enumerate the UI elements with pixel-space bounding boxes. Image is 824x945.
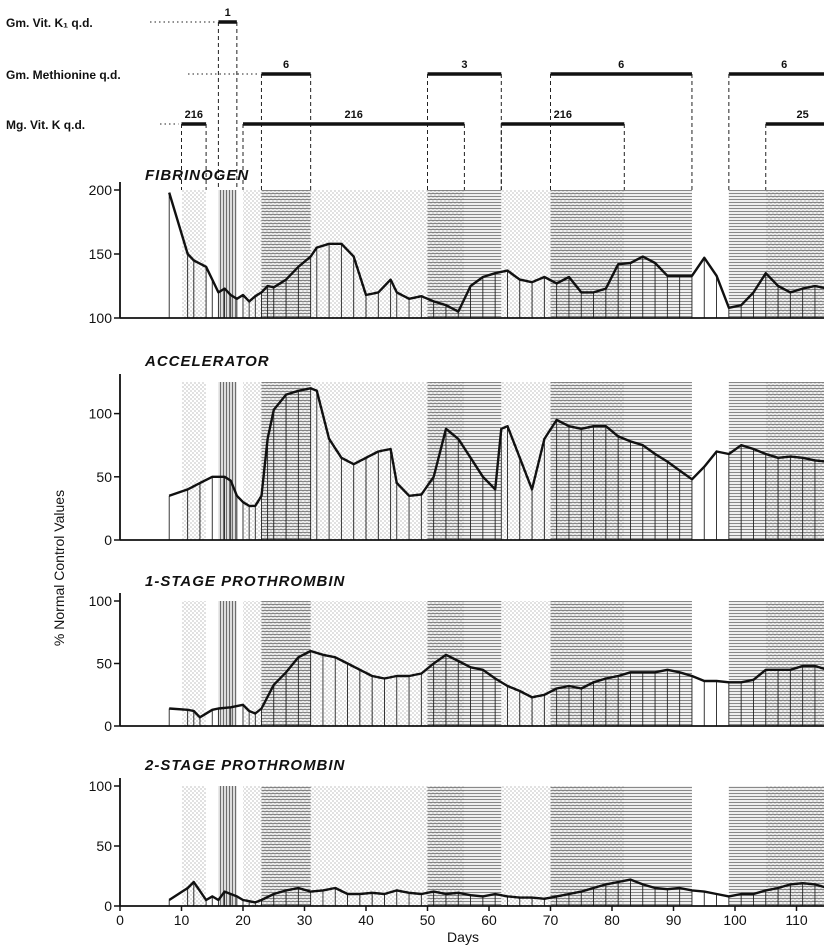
panel-title: 1-STAGE PROTHROMBIN	[145, 573, 346, 590]
treatment-shade	[501, 190, 625, 318]
y-tick-label: 0	[104, 532, 112, 548]
x-tick-label: 60	[481, 912, 497, 928]
dose-label: 6	[618, 59, 624, 71]
x-tick-label: 50	[420, 912, 436, 928]
treatment-shading	[181, 190, 824, 906]
treatment-shade	[218, 382, 237, 540]
y-axis-label: % Normal Control Values	[51, 490, 67, 646]
dose-label: 6	[781, 59, 787, 71]
panel-1	[168, 192, 824, 318]
x-tick-label: 70	[543, 912, 559, 928]
series-line	[168, 387, 824, 508]
dose-label: 1	[225, 7, 231, 19]
dose-label: 6	[283, 59, 289, 71]
treatment-shade	[765, 190, 824, 318]
y-tick-label: 50	[96, 469, 112, 485]
treatment-shade	[218, 601, 237, 726]
x-tick-label: 90	[666, 912, 682, 928]
y-tick-label: 200	[89, 182, 113, 198]
series-line	[168, 878, 824, 904]
panel-title: ACCELERATOR	[144, 353, 270, 370]
x-tick-label: 20	[235, 912, 251, 928]
treatment-shade	[181, 601, 207, 726]
y-tick-label: 100	[89, 778, 113, 794]
dose-label: 216	[345, 109, 363, 121]
treatment-shade	[218, 786, 237, 906]
dose-label: 25	[797, 109, 809, 121]
y-tick-label: 0	[104, 718, 112, 734]
axes-layer	[114, 182, 824, 911]
treatment-shade	[181, 382, 207, 540]
treatment-shade	[765, 601, 824, 726]
y-tick-label: 100	[89, 406, 113, 422]
panel-title: FIBRINOGEN	[145, 167, 249, 184]
x-axis-label: Days	[447, 929, 479, 945]
treatment-label: Mg. Vit. K q.d.	[6, 118, 85, 132]
treatment-shade	[501, 601, 625, 726]
x-tick-label: 40	[358, 912, 374, 928]
treatment-shade	[243, 786, 465, 906]
y-tick-label: 50	[96, 656, 112, 672]
treatment-label: Gm. Vit. K₁ q.d.	[6, 16, 93, 30]
panel-4	[168, 878, 824, 906]
x-tick-label: 110	[785, 912, 808, 928]
treatment-shade	[243, 601, 465, 726]
dose-label: 216	[554, 109, 572, 121]
x-tick-label: 30	[297, 912, 313, 928]
series-layer	[168, 192, 824, 906]
y-tick-label: 100	[89, 593, 113, 609]
treatment-label: Gm. Methionine q.d.	[6, 68, 121, 82]
y-tick-label: 150	[89, 246, 113, 262]
y-tick-label: 100	[89, 310, 113, 326]
series-line	[168, 192, 824, 313]
x-tick-label: 80	[604, 912, 620, 928]
series-line	[169, 649, 824, 719]
panel-title: 2-STAGE PROTHROMBIN	[144, 757, 346, 774]
panel-2	[168, 387, 824, 540]
x-tick-label: 0	[116, 912, 124, 928]
dose-label: 3	[461, 59, 467, 71]
x-tick-label: 10	[174, 912, 190, 928]
text-layer: Gm. Vit. K₁ q.d. 1 Gm. Methionine q.d. 6 3 6 6…	[6, 7, 809, 945]
treatment-shade	[765, 786, 824, 906]
y-tick-label: 50	[96, 838, 112, 854]
panel-3	[168, 649, 824, 726]
y-tick-label: 0	[104, 898, 112, 914]
dose-label: 216	[185, 109, 203, 121]
x-tick-label: 100	[723, 912, 747, 928]
treatment-brackets	[150, 20, 824, 190]
treatment-shade	[218, 190, 237, 318]
